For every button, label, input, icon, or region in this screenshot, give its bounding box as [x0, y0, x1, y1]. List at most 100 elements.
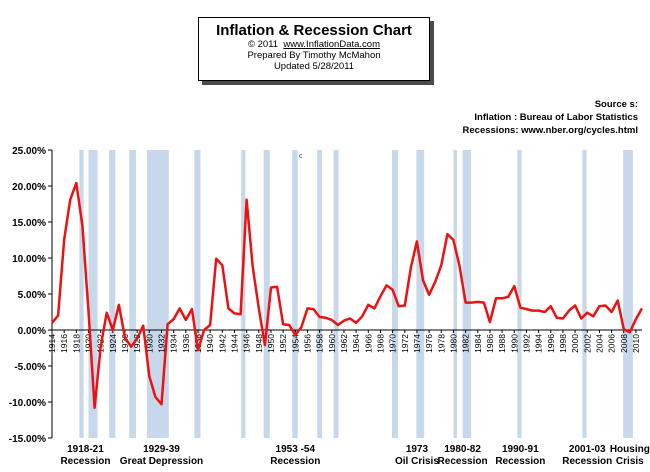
x-tick-label: 1924 [108, 334, 118, 353]
annotation-line: 1990-91 [501, 444, 539, 455]
x-tick-label: 1974 [412, 334, 422, 353]
x-tick-label: 1994 [534, 334, 544, 353]
recession-band [582, 150, 587, 438]
x-tick-label: 1960 [327, 334, 337, 353]
x-tick-label: 1946 [242, 334, 252, 353]
recession-band [333, 150, 339, 438]
x-tick-label: 2006 [607, 334, 617, 353]
recession-annotation: 1990-91 Recession [495, 444, 545, 468]
annotation-line: Recession [495, 456, 546, 467]
recession-band [129, 150, 136, 438]
annotation-line: 1980-82 [444, 444, 481, 455]
x-tick-label: 1944 [229, 334, 239, 353]
chart-title-box: Inflation & Recession Chart © 2011 www.I… [198, 17, 430, 81]
recession-annotation: 1918-21 Recession [60, 444, 110, 468]
x-tick-label: 1976 [424, 334, 434, 353]
recession-annotation: Housing Crisis [610, 444, 650, 468]
recession-band [241, 150, 246, 438]
x-tick-label: 1990 [509, 334, 519, 353]
x-tick-label: 1968 [375, 334, 385, 353]
x-tick-label: 2004 [594, 334, 604, 353]
annotation-line: 1918-21 [67, 444, 104, 455]
recession-annotation: 2001-03 Recession [562, 444, 612, 468]
site-link[interactable]: www.InflationData.com [283, 39, 380, 50]
annotation-line: Recession [270, 456, 321, 467]
sources-inflation: Inflation : Bureau of Labor Statistics [474, 112, 638, 123]
recession-band [462, 150, 472, 438]
x-tick-label: 1950 [266, 334, 276, 353]
x-tick-label: 1982 [461, 334, 471, 353]
x-tick-label: 1930 [144, 334, 154, 353]
x-tick-label: 1916 [59, 334, 69, 353]
x-tick-label: 2002 [582, 334, 592, 353]
y-tick-label: -10.00% [9, 398, 46, 409]
recession-band [453, 150, 458, 438]
updated-date: Updated 5/28/2011 [273, 61, 355, 72]
annotation-line: Housing [609, 444, 650, 455]
annotation-line: Crisis [615, 456, 644, 467]
x-tick-label: 2010 [631, 334, 641, 353]
x-tick-label: 1918 [71, 334, 81, 353]
recession-band [623, 150, 633, 438]
recession-annotation: 1953 -54 Recession [270, 444, 320, 468]
y-tick-label: -5.00% [14, 362, 46, 373]
x-tick-label: 1986 [485, 334, 495, 353]
annotation-line: Recession [437, 456, 488, 467]
copyright-text: © 2011 [248, 39, 279, 50]
sources-recessions: Recessions: www.nber.org/cycles.html [462, 125, 638, 136]
x-tick-label: 1966 [363, 334, 373, 353]
recession-band [194, 150, 201, 438]
x-tick-label: 1998 [558, 334, 568, 353]
annotation-line: 1929-39 [143, 444, 180, 455]
x-tick-label: 1980 [448, 334, 458, 353]
x-tick-label: 1958 [315, 334, 325, 353]
recession-annotation: 1973 Oil Crisis [395, 444, 439, 468]
x-tick-label: 1956 [302, 334, 312, 353]
recession-band [79, 150, 84, 438]
y-tick-label: -15.00% [9, 434, 46, 445]
stray-mark: c [299, 153, 303, 160]
annotation-line: Oil Crisis [394, 456, 439, 467]
recession-band [517, 150, 522, 438]
x-tick-label: 1978 [436, 334, 446, 353]
x-tick-label: 1926 [120, 334, 130, 353]
x-tick-label: 1934 [169, 334, 179, 353]
x-tick-label: 1914 [47, 334, 57, 353]
x-tick-label: 1964 [351, 334, 361, 353]
y-tick-label: 0.00% [18, 326, 46, 337]
annotation-line: Recession [562, 456, 613, 467]
x-tick-label: 1940 [205, 334, 215, 353]
annotation-line: Great Depression [119, 456, 204, 467]
chart-title: Inflation & Recession Chart [216, 22, 412, 39]
recession-annotation: 1929-39 Great Depression [120, 444, 203, 468]
x-tick-label: 1928 [132, 334, 142, 353]
recession-band [109, 150, 116, 438]
recession-band [88, 150, 98, 438]
annotation-line: 1953 -54 [275, 444, 316, 455]
recession-band [146, 150, 169, 438]
x-tick-label: 1952 [278, 334, 288, 353]
recession-band [416, 150, 425, 438]
x-tick-label: 1920 [83, 334, 93, 353]
recession-annotation: 1980-82 Recession [438, 444, 488, 468]
x-tick-label: 2008 [619, 334, 629, 353]
x-tick-label: 1954 [290, 334, 300, 353]
y-tick-label: 20.00% [12, 182, 46, 193]
x-tick-label: 1936 [181, 334, 191, 353]
x-tick-label: 1972 [400, 334, 410, 353]
annotation-line: 1973 [405, 444, 429, 455]
x-tick-label: 2000 [570, 334, 580, 353]
prepared-by: Prepared By Timothy McMahon [247, 50, 381, 61]
copyright-line: © 2011 www.InflationData.com [199, 39, 429, 50]
x-tick-label: 1962 [339, 334, 349, 353]
y-tick-label: 10.00% [12, 254, 46, 265]
inflation-line [51, 181, 644, 410]
annotation-line: 2001-03 [568, 444, 606, 455]
x-tick-label: 1948 [254, 334, 264, 353]
x-tick-label: 1996 [546, 334, 556, 353]
y-tick-label: 15.00% [12, 218, 46, 229]
annotation-line: Recession [60, 456, 111, 467]
recession-band [317, 150, 323, 438]
y-tick-label: 5.00% [18, 290, 46, 301]
